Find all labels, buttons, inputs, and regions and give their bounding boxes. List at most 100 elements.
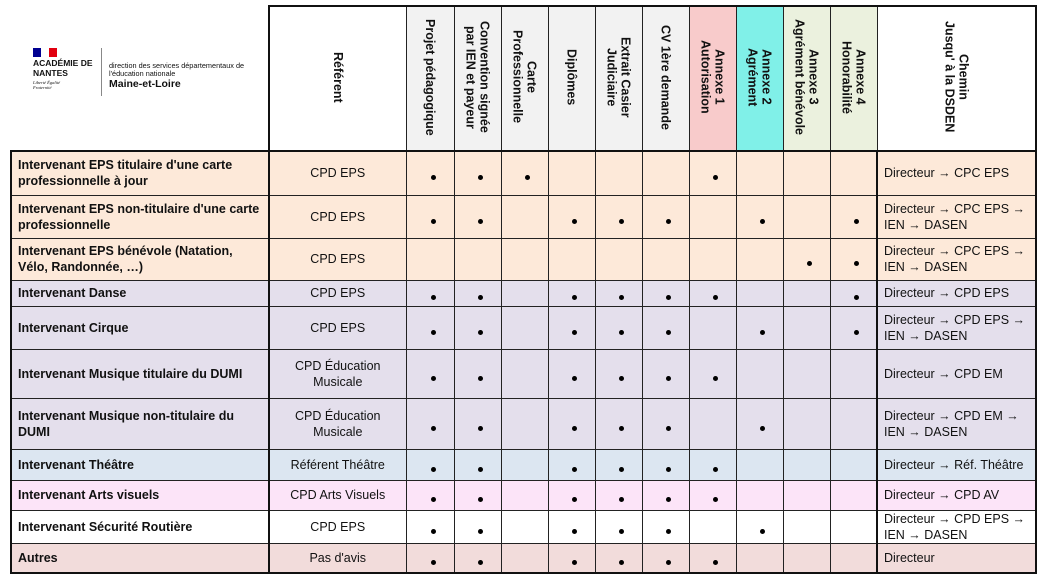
- table-row: Intervenant Sécurité Routière CPD EPS Dire…: [10, 509, 1037, 544]
- cell-annexe2: [735, 509, 784, 544]
- cell-annexe1: [688, 397, 737, 450]
- cell-annexe1: [688, 542, 737, 574]
- cell-cv: [641, 509, 690, 544]
- bullet-icon: [430, 329, 436, 335]
- bullet-icon: [619, 425, 624, 431]
- cell-annexe2: [735, 237, 784, 281]
- bullet-icon: [430, 175, 436, 181]
- academie-name: ACADÉMIE DE NANTES: [33, 58, 93, 78]
- cell-annexe2: [735, 448, 784, 481]
- intervenant-label: Intervenant Musique titulaire du DUMI: [10, 348, 270, 399]
- bullet-icon: [666, 559, 671, 565]
- cell-annexe4: [829, 348, 878, 399]
- header-carte: Carte Professionnelle: [500, 5, 549, 152]
- chemin-cell: Directeur → CPD EPS → IEN → DASEN: [876, 509, 1037, 544]
- cell-annexe2: [735, 279, 784, 307]
- bullet-icon: [619, 218, 624, 224]
- referent-cell: CPD EPS: [268, 237, 407, 281]
- bullet-icon: [572, 295, 577, 300]
- bullet-icon: [713, 295, 718, 300]
- cell-carte: [500, 194, 549, 239]
- cell-annexe1: [688, 448, 737, 481]
- logo-separator: [101, 48, 102, 96]
- header-annexe3: Annexe 3 Agrément bénévole: [782, 5, 831, 152]
- cell-carte: [500, 279, 549, 307]
- cell-projet: [405, 305, 455, 350]
- cell-annexe2: [735, 194, 784, 239]
- chemin-cell: Directeur → CPD EM: [876, 348, 1037, 399]
- bullet-icon: [666, 375, 671, 381]
- bullet-icon: [666, 466, 671, 472]
- cell-annexe1: [688, 194, 737, 239]
- intervenant-label: Intervenant EPS bénévole (Natation, Vélo…: [10, 237, 270, 281]
- bullet-icon: [760, 425, 765, 431]
- bullet-icon: [430, 218, 436, 224]
- bullet-icon: [572, 425, 577, 431]
- bullet-icon: [760, 329, 765, 335]
- cell-convention: [453, 509, 502, 544]
- cell-annexe4: [829, 479, 878, 511]
- cell-annexe4: [829, 237, 878, 281]
- cell-extrait: [594, 279, 643, 307]
- cell-diplomes: [547, 509, 596, 544]
- cell-annexe1: [688, 279, 737, 307]
- intervenant-label: Intervenant Théâtre: [10, 448, 270, 481]
- cell-carte: [500, 150, 549, 196]
- cell-convention: [453, 479, 502, 511]
- intervenant-label: Intervenant Arts visuels: [10, 479, 270, 511]
- cell-annexe3: [782, 194, 831, 239]
- header-diplomes: Diplômes: [547, 5, 596, 152]
- cell-annexe3: [782, 150, 831, 196]
- intervenant-label: Intervenant Cirque: [10, 305, 270, 350]
- cell-annexe4: [829, 150, 878, 196]
- intervenant-label: Intervenant Danse: [10, 279, 270, 307]
- chemin-cell: Directeur → CPC EPS: [876, 150, 1037, 196]
- cell-extrait: [594, 448, 643, 481]
- documents-table: ACADÉMIE DE NANTES Liberté Égalité Frate…: [10, 5, 1037, 574]
- departement-name: Maine-et-Loire: [109, 78, 181, 90]
- cell-convention: [453, 305, 502, 350]
- cell-projet: [405, 448, 455, 481]
- bullet-icon: [713, 497, 718, 502]
- cell-carte: [500, 348, 549, 399]
- cell-annexe2: [735, 305, 784, 350]
- cell-projet: [405, 237, 455, 281]
- table-row: Intervenant Cirque CPD EPS Directeur → CPD…: [10, 305, 1037, 350]
- referent-cell: CPD EPS: [268, 509, 407, 544]
- cell-carte: [500, 542, 549, 574]
- cell-cv: [641, 542, 690, 574]
- cell-carte: [500, 397, 549, 450]
- header-annexe2: Annexe 2 Agrément: [735, 5, 784, 152]
- intervenant-label: Intervenant Musique non-titulaire du DUM…: [10, 397, 270, 450]
- cell-annexe1: [688, 150, 737, 196]
- bullet-icon: [478, 425, 483, 431]
- bullet-icon: [478, 329, 483, 335]
- intervenant-label: Intervenant EPS titulaire d'une carte pr…: [10, 150, 270, 196]
- bullet-icon: [666, 218, 671, 224]
- table-row: Intervenant Musique titulaire du DUMI CPD…: [10, 348, 1037, 399]
- cell-diplomes: [547, 479, 596, 511]
- cell-annexe3: [782, 448, 831, 481]
- cell-diplomes: [547, 348, 596, 399]
- bullet-icon: [853, 295, 859, 300]
- cell-annexe4: [829, 509, 878, 544]
- cell-extrait: [594, 150, 643, 196]
- bullet-icon: [430, 466, 436, 472]
- header-referent: Référent: [268, 5, 407, 152]
- cell-diplomes: [547, 542, 596, 574]
- referent-cell: CPD Arts Visuels: [268, 479, 407, 511]
- academie-logo: ACADÉMIE DE NANTES Liberté Égalité Frate…: [33, 48, 269, 96]
- header-cv: CV 1ère demande: [641, 5, 690, 152]
- cell-convention: [453, 397, 502, 450]
- referent-cell: CPD EPS: [268, 150, 407, 196]
- cell-annexe2: [735, 479, 784, 511]
- cell-annexe4: [829, 448, 878, 481]
- referent-cell: CPD Éducation Musicale: [268, 348, 407, 399]
- header-row: ACADÉMIE DE NANTES Liberté Égalité Frate…: [11, 5, 1037, 152]
- cell-projet: [405, 150, 455, 196]
- cell-convention: [453, 448, 502, 481]
- cell-projet: [405, 397, 455, 450]
- bullet-icon: [478, 295, 483, 300]
- cell-cv: [641, 348, 690, 399]
- bullet-icon: [853, 261, 859, 266]
